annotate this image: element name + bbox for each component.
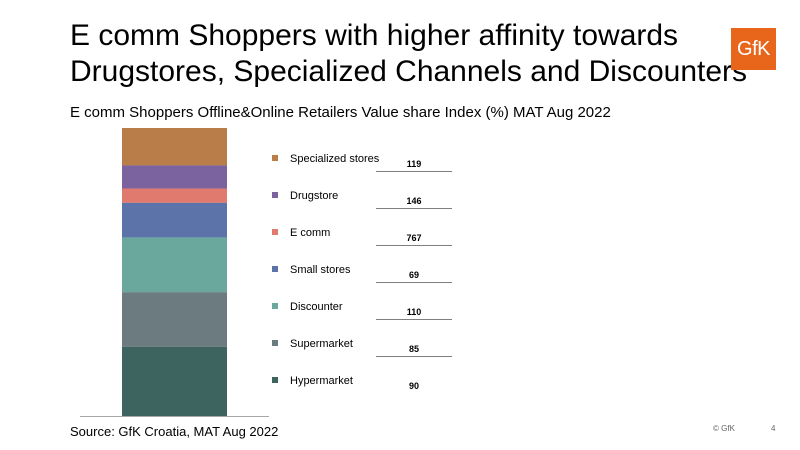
bar-segment-drugstore: [122, 165, 227, 189]
legend-marker-discounter: [272, 303, 278, 309]
page-number: 4: [771, 424, 776, 433]
legend-label-e-comm: E comm: [290, 227, 330, 239]
legend-marker-supermarket: [272, 340, 278, 346]
title-line-2: Drugstores, Specialized Channels and Dis…: [70, 55, 748, 88]
index-value-e-comm: 767: [406, 233, 421, 243]
bar-segment-hypermarket: [122, 346, 227, 416]
gfk-logo: GfK: [731, 28, 776, 70]
bar-segment-specialized-stores: [122, 128, 227, 166]
bar-segment-e-comm: [122, 188, 227, 203]
legend-marker-e-comm: [272, 229, 278, 235]
page-title: E comm Shoppers with higher affinity tow…: [70, 18, 750, 90]
index-value-hypermarket: 90: [409, 381, 419, 391]
legend-marker-small-stores: [272, 266, 278, 272]
legend-label-specialized-stores: Specialized stores: [290, 153, 380, 165]
legend-label-supermarket: Supermarket: [290, 338, 353, 350]
index-value-supermarket: 85: [409, 344, 419, 354]
bar-segment-discounter: [122, 237, 227, 293]
source-note: Source: GfK Croatia, MAT Aug 2022: [70, 424, 279, 439]
bar-segment-small-stores: [122, 202, 227, 238]
legend-marker-specialized-stores: [272, 155, 278, 161]
index-value-small-stores: 69: [409, 270, 419, 280]
legend-marker-hypermarket: [272, 377, 278, 383]
bar-segment-supermarket: [122, 292, 227, 347]
legend-label-hypermarket: Hypermarket: [290, 375, 353, 387]
index-value-discounter: 110: [407, 307, 422, 317]
legend-marker-drugstore: [272, 192, 278, 198]
legend-label-discounter: Discounter: [290, 301, 343, 313]
title-line-1: E comm Shoppers with higher affinity tow…: [70, 19, 679, 52]
legend-label-small-stores: Small stores: [290, 264, 351, 276]
index-value-drugstore: 146: [406, 196, 421, 206]
copyright-text: © GfK: [713, 424, 735, 433]
chart-subtitle: E comm Shoppers Offline&Online Retailers…: [70, 104, 611, 121]
index-value-specialized-stores: 119: [407, 159, 422, 169]
legend-label-drugstore: Drugstore: [290, 190, 338, 202]
